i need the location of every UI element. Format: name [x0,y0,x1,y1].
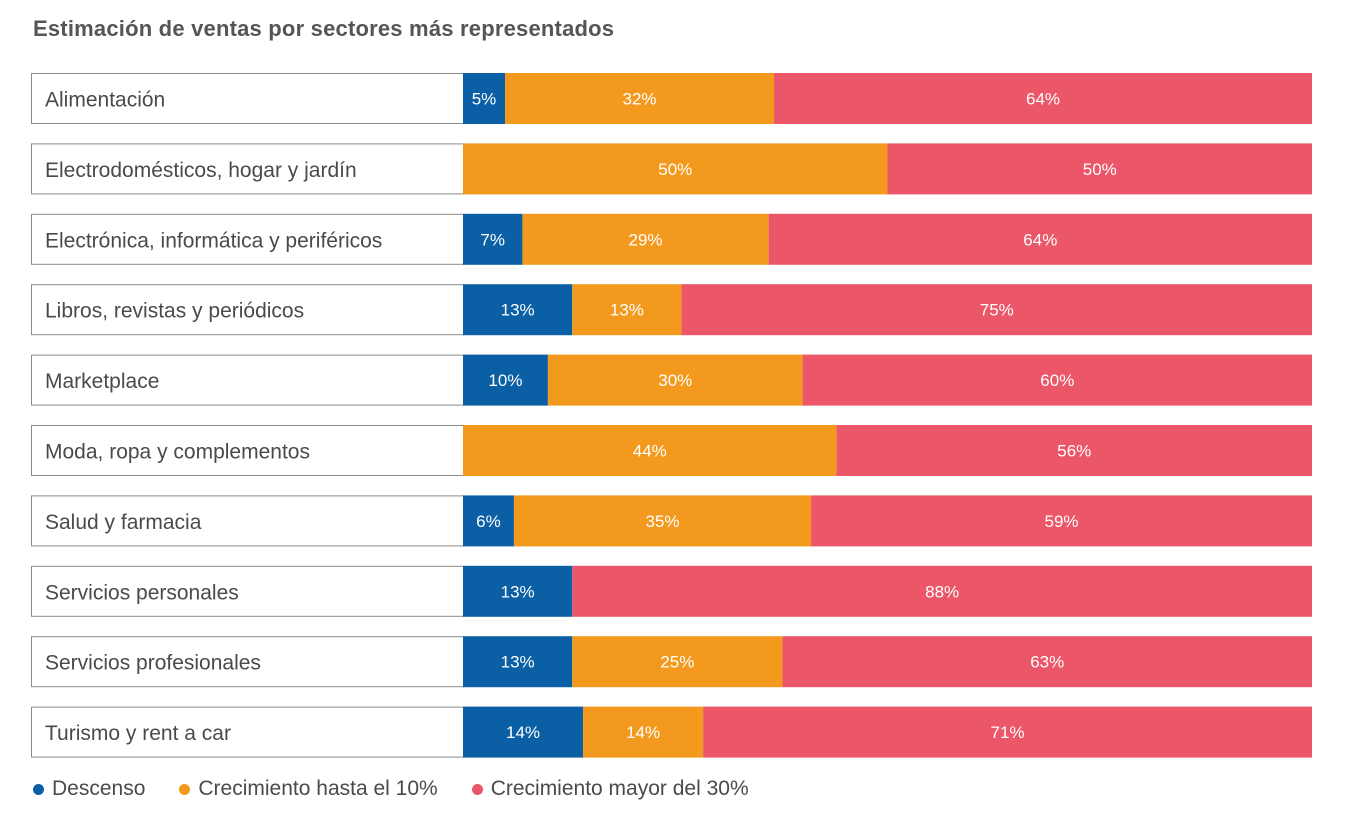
bar-segment-crecimiento-mayor-del-30 [768,213,1312,265]
bar-segment-crecimiento-hasta-el-10 [463,425,837,476]
category-label-salud-y-farmacia: Salud y farmacia [45,511,202,534]
category-label-moda-ropa-y-complementos: Moda, ropa y complementos [45,441,310,464]
data-label-crecimiento-mayor-del-30: 56% [1057,442,1091,461]
category-label-servicios-personales: Servicios personales [45,581,239,604]
bar-segment-crecimiento-mayor-del-30 [811,495,1312,547]
category-label-servicios-profesionales: Servicios profesionales [45,652,261,675]
bar-row-servicios-profesionales: Servicios profesionales 13% 25% 63% [31,636,1312,688]
data-label-descenso: 6% [476,512,501,531]
data-label-descenso: 13% [501,301,535,320]
data-label-crecimiento-mayor-del-30: 63% [1030,653,1064,672]
category-label-electronica-informatica-y-perifericos: Electrónica, informática y periféricos [45,229,382,252]
bar-row-marketplace: Marketplace 10% 30% 60% [31,354,1312,406]
bar-segment-descenso [463,73,506,124]
bar-segment-crecimiento-mayor-del-30 [703,706,1312,758]
category-label-marketplace: Marketplace [45,370,159,393]
category-label-box [31,73,464,124]
data-label-descenso: 13% [501,582,535,601]
legend-item-descenso: Descenso [33,777,145,801]
data-label-crecimiento-mayor-del-30: 75% [980,301,1014,320]
data-label-crecimiento-hasta-el-10: 25% [660,653,694,672]
data-label-crecimiento-hasta-el-10: 14% [626,723,660,742]
bar-row-servicios-personales: Servicios personales 13% 88% [31,565,1312,617]
category-label-box [31,354,464,406]
legend-item-crecimiento-mayor-30: Crecimiento mayor del 30% [471,777,749,801]
data-label-crecimiento-mayor-del-30: 60% [1040,371,1074,390]
data-label-descenso: 7% [480,230,505,249]
legend-item-crecimiento-hasta-10: Crecimiento hasta el 10% [179,777,438,801]
bar-segment-crecimiento-hasta-el-10 [583,706,704,758]
bar-segment-descenso [463,706,584,758]
bar-segment-descenso [463,565,573,617]
data-label-crecimiento-hasta-el-10: 13% [610,301,644,320]
category-label-box [31,143,464,195]
bar-segment-crecimiento-hasta-el-10 [522,213,769,265]
category-label-box [31,495,464,547]
category-label-box [31,284,464,336]
bar-segment-crecimiento-mayor-del-30 [887,143,1312,195]
data-label-crecimiento-hasta-el-10: 30% [658,371,692,390]
data-label-crecimiento-hasta-el-10: 50% [658,160,692,179]
bar-segment-crecimiento-hasta-el-10 [572,284,682,336]
data-label-crecimiento-mayor-del-30: 88% [925,582,959,601]
category-label-turismo-y-rent-a-car: Turismo y rent a car [45,722,231,745]
data-label-crecimiento-hasta-el-10: 44% [633,442,667,461]
data-label-descenso: 13% [501,653,535,672]
stacked-bar-chart: Alimentación 5% 32% 64% Electrodomésticos, h… [31,73,1312,758]
bar-row-libros-revistas-y-periodicos: Libros, revistas y periódicos 13% 13% 75% [31,284,1312,336]
bar-row-alimentacion: Alimentación 5% 32% 64% [31,73,1312,124]
legend-swatch-crecimiento-hasta-10 [179,783,191,795]
category-label-box [31,706,464,758]
bar-segment-crecimiento-mayor-del-30 [572,565,1312,617]
data-label-crecimiento-mayor-del-30: 59% [1045,512,1079,531]
legend-swatch-descenso [33,783,44,795]
bar-row-turismo-y-rent-a-car: Turismo y rent a car 14% 14% 71% [31,706,1312,758]
data-label-crecimiento-mayor-del-30: 64% [1023,230,1057,249]
legend-label-crecimiento-hasta-10: Crecimiento hasta el 10% [198,777,438,800]
data-label-crecimiento-hasta-el-10: 35% [645,512,679,531]
bar-row-salud-y-farmacia: Salud y farmacia 6% 35% 59% [31,495,1312,547]
legend-label-crecimiento-mayor-30: Crecimiento mayor del 30% [490,777,749,800]
bar-segment-crecimiento-mayor-del-30 [836,425,1312,476]
data-label-crecimiento-hasta-el-10: 32% [623,90,657,109]
bar-segment-descenso [463,636,573,688]
data-label-descenso: 5% [472,90,497,109]
data-label-descenso: 10% [488,371,522,390]
category-label-box [31,636,464,688]
legend-label-descenso: Descenso [52,777,146,800]
data-label-crecimiento-mayor-del-30: 64% [1026,90,1060,109]
bar-segment-descenso [463,495,514,547]
bar-segment-crecimiento-mayor-del-30 [782,636,1312,688]
data-label-descenso: 14% [506,723,540,742]
category-label-libros-revistas-y-periodicos: Libros, revistas y periódicos [45,300,304,323]
data-label-crecimiento-hasta-el-10: 29% [629,230,663,249]
bar-segment-descenso [463,284,573,336]
chart-title: Estimación de ventas por sectores más re… [33,16,615,41]
category-label-box [31,213,464,265]
bar-segment-crecimiento-mayor-del-30 [681,284,1312,336]
bar-segment-crecimiento-hasta-el-10 [547,354,803,406]
bar-segment-crecimiento-mayor-del-30 [774,73,1312,124]
category-label-box [31,425,464,476]
bar-row-moda-ropa-y-complementos: Moda, ropa y complementos 44% 56% [31,425,1312,476]
bar-segment-descenso [463,354,548,406]
category-label-box [31,565,464,617]
bar-segment-crecimiento-hasta-el-10 [505,73,775,124]
bar-segment-crecimiento-mayor-del-30 [802,354,1312,406]
bar-segment-crecimiento-hasta-el-10 [463,143,888,195]
bar-row-electronica-informatica-y-perifericos: Electrónica, informática y periféricos 7%… [31,213,1312,265]
bar-segment-descenso [463,213,523,265]
bar-segment-crecimiento-hasta-el-10 [572,636,783,688]
category-label-alimentacion: Alimentación [45,89,165,112]
bar-row-electrodomesticos-hogar-y-jardin: Electrodomésticos, hogar y jardín 50% 50% [31,143,1312,195]
category-label-electrodomesticos-hogar-y-jardin: Electrodomésticos, hogar y jardín [45,159,357,182]
legend: Descenso Crecimiento hasta el 10% Crecim… [33,775,749,803]
legend-swatch-crecimiento-mayor-30 [471,783,483,795]
data-label-crecimiento-mayor-del-30: 71% [991,723,1025,742]
bar-segment-crecimiento-hasta-el-10 [513,495,812,547]
data-label-crecimiento-mayor-del-30: 50% [1083,160,1117,179]
